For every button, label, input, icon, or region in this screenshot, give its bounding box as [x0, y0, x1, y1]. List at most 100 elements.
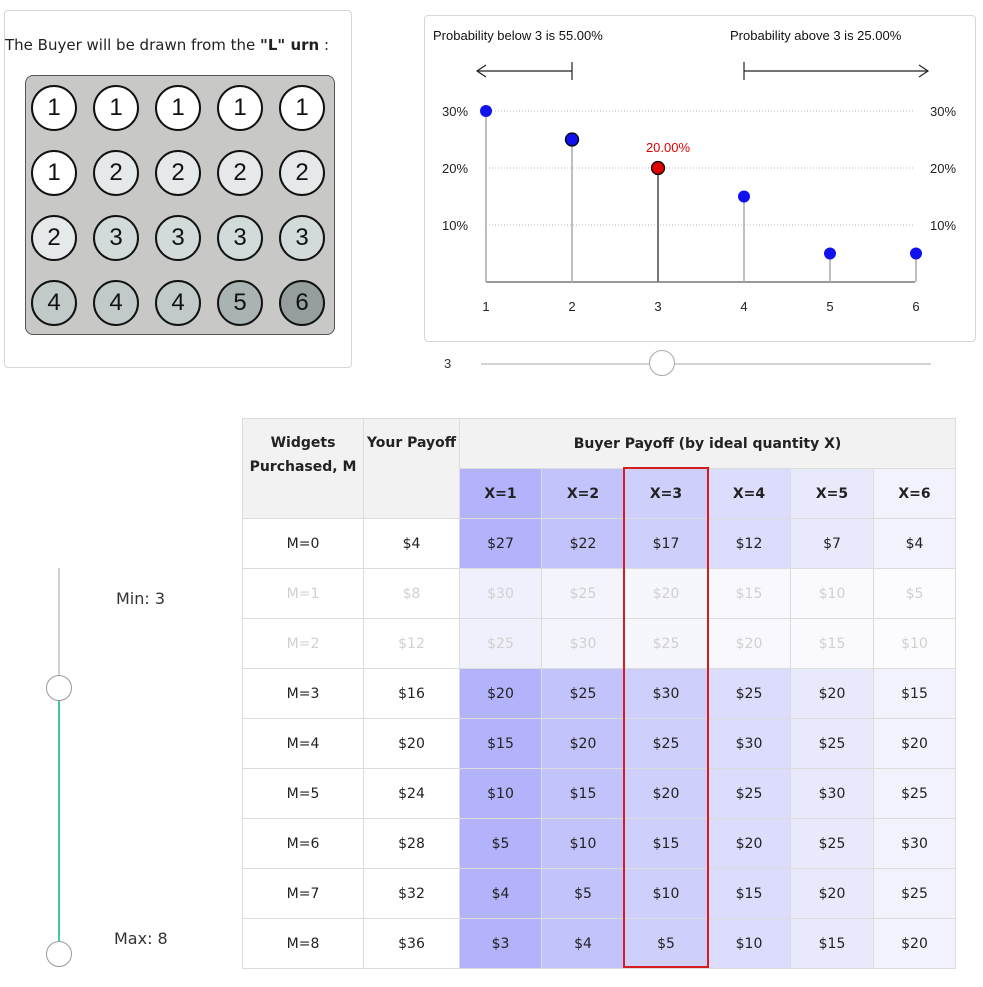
table-row[interactable]: M=3 $16 $20 $25 $30 $25 $20 $15 — [242, 668, 956, 719]
y-tick-label: 20% — [442, 161, 468, 176]
buyer-payoff-cell: $30 — [873, 818, 956, 869]
buyer-payoff-cell: $20 — [707, 618, 791, 669]
buyer-payoff-cell: $20 — [624, 568, 708, 619]
table-row[interactable]: M=5 $24 $10 $15 $20 $25 $30 $25 — [242, 768, 956, 819]
buyer-payoff-cell: $5 — [541, 868, 625, 919]
buyer-payoff-cell: $30 — [624, 668, 708, 719]
urn-ball: 3 — [217, 215, 263, 261]
data-point[interactable] — [564, 132, 580, 147]
buyer-payoff-cell: $25 — [707, 768, 791, 819]
urn-ball: 3 — [93, 215, 139, 261]
urn-ball: 2 — [155, 150, 201, 196]
buyer-payoff-cell: $25 — [873, 768, 956, 819]
buyer-payoff-cell: $25 — [624, 718, 708, 769]
buyer-payoff-cell: $15 — [624, 818, 708, 869]
urn-ball: 4 — [93, 280, 139, 326]
urn-caption: The Buyer will be drawn from the "L" urn… — [5, 36, 329, 54]
your-payoff-cell: $20 — [363, 718, 460, 769]
urn-ball: 2 — [217, 150, 263, 196]
buyer-payoff-cell: $20 — [541, 718, 625, 769]
buyer-payoff-cell: $10 — [790, 568, 874, 619]
buyer-payoff-cell: $10 — [541, 818, 625, 869]
your-payoff-cell: $24 — [363, 768, 460, 819]
m-range-active-track[interactable] — [58, 688, 60, 954]
buyer-payoff-cell: $15 — [707, 568, 791, 619]
selected-data-point[interactable] — [650, 160, 666, 176]
buyer-payoff-cell: $30 — [459, 568, 542, 619]
table-row[interactable]: M=0 $4 $27 $22 $17 $12 $7 $4 — [242, 518, 956, 569]
table-row[interactable]: M=2 $12 $25 $30 $25 $20 $15 $10 — [242, 618, 956, 669]
header-x-4[interactable]: X=4 — [707, 468, 791, 519]
payoff-table: Widgets Purchased, M Your Payoff Buyer P… — [242, 418, 956, 969]
data-point[interactable] — [910, 247, 922, 260]
widgets-cell: M=6 — [242, 818, 364, 869]
header-x-2[interactable]: X=2 — [541, 468, 625, 519]
buyer-payoff-cell: $27 — [459, 518, 542, 569]
probability-chart-panel: Probability below 3 is 55.00% Probabilit… — [424, 15, 976, 342]
m-range-max-thumb[interactable] — [46, 941, 72, 967]
urn-ball: 1 — [31, 150, 77, 196]
widgets-cell: M=8 — [242, 918, 364, 969]
widgets-cell: M=4 — [242, 718, 364, 769]
x-ticks: 1 2 3 4 5 6 — [482, 299, 919, 314]
buyer-payoff-cell: $25 — [707, 668, 791, 719]
below-arrow — [475, 62, 573, 80]
your-payoff-cell: $12 — [363, 618, 460, 669]
buyer-payoff-cell: $25 — [624, 618, 708, 669]
urn-ball: 2 — [93, 150, 139, 196]
buyer-payoff-cell: $10 — [459, 768, 542, 819]
data-point[interactable] — [480, 105, 492, 117]
urn-ball: 3 — [155, 215, 201, 261]
buyer-payoff-cell: $4 — [873, 518, 956, 569]
x-tick-label: 4 — [740, 299, 747, 314]
widgets-cell: M=2 — [242, 618, 364, 669]
table-row[interactable]: M=4 $20 $15 $20 $25 $30 $25 $20 — [242, 718, 956, 769]
data-point[interactable] — [738, 190, 750, 203]
your-payoff-cell: $4 — [363, 518, 460, 569]
your-payoff-cell: $32 — [363, 868, 460, 919]
y-tick-label: 20% — [930, 161, 956, 176]
table-row[interactable]: M=6 $28 $5 $10 $15 $20 $25 $30 — [242, 818, 956, 869]
buyer-payoff-cell: $17 — [624, 518, 708, 569]
urn-ball: 4 — [31, 280, 77, 326]
chart-stems — [485, 111, 917, 282]
urn-caption-prefix: The Buyer will be drawn from the — [5, 36, 261, 54]
buyer-payoff-cell: $15 — [790, 918, 874, 969]
widgets-cell: M=0 — [242, 518, 364, 569]
x-header-row: X=1 X=2 X=3 X=4 X=5 X=6 — [243, 468, 956, 519]
buyer-payoff-cell: $20 — [624, 768, 708, 819]
header-x-3[interactable]: X=3 — [624, 468, 708, 519]
urn-ball: 2 — [279, 150, 325, 196]
data-point[interactable] — [824, 247, 836, 260]
table-row[interactable]: M=8 $36 $3 $4 $5 $10 $15 $20 — [242, 918, 956, 969]
header-widgets-purchased: Widgets Purchased, M — [242, 418, 364, 519]
buyer-payoff-cell: $25 — [541, 668, 625, 719]
your-payoff-cell: $28 — [363, 818, 460, 869]
chart-points — [480, 105, 922, 260]
table-row[interactable]: M=7 $32 $4 $5 $10 $15 $20 $25 — [242, 868, 956, 919]
your-payoff-cell: $8 — [363, 568, 460, 619]
widgets-cell: M=7 — [242, 868, 364, 919]
probability-chart: Probability below 3 is 55.00% Probabilit… — [433, 28, 956, 314]
header-buyer-payoff: Buyer Payoff (by ideal quantity X) — [459, 418, 956, 469]
x-slider-track[interactable] — [481, 363, 931, 365]
table-row[interactable]: M=1 $8 $30 $25 $20 $15 $10 $5 — [242, 568, 956, 619]
urn-ball: 2 — [31, 215, 77, 261]
urn-ball: 6 — [279, 280, 325, 326]
m-range-track[interactable] — [58, 568, 60, 688]
header-x-5[interactable]: X=5 — [790, 468, 874, 519]
m-range-min-thumb[interactable] — [46, 675, 72, 701]
buyer-payoff-cell: $5 — [624, 918, 708, 969]
buyer-payoff-cell: $4 — [541, 918, 625, 969]
buyer-payoff-cell: $15 — [459, 718, 542, 769]
header-your-payoff: Your Payoff — [363, 418, 460, 519]
x-tick-label: 6 — [912, 299, 919, 314]
buyer-payoff-cell: $25 — [790, 718, 874, 769]
header-x-1[interactable]: X=1 — [459, 468, 542, 519]
urn-ball: 1 — [279, 85, 325, 131]
x-tick-label: 1 — [482, 299, 489, 314]
x-slider-thumb[interactable] — [649, 350, 675, 376]
header-x-6[interactable]: X=6 — [873, 468, 956, 519]
urn-ball: 4 — [155, 280, 201, 326]
